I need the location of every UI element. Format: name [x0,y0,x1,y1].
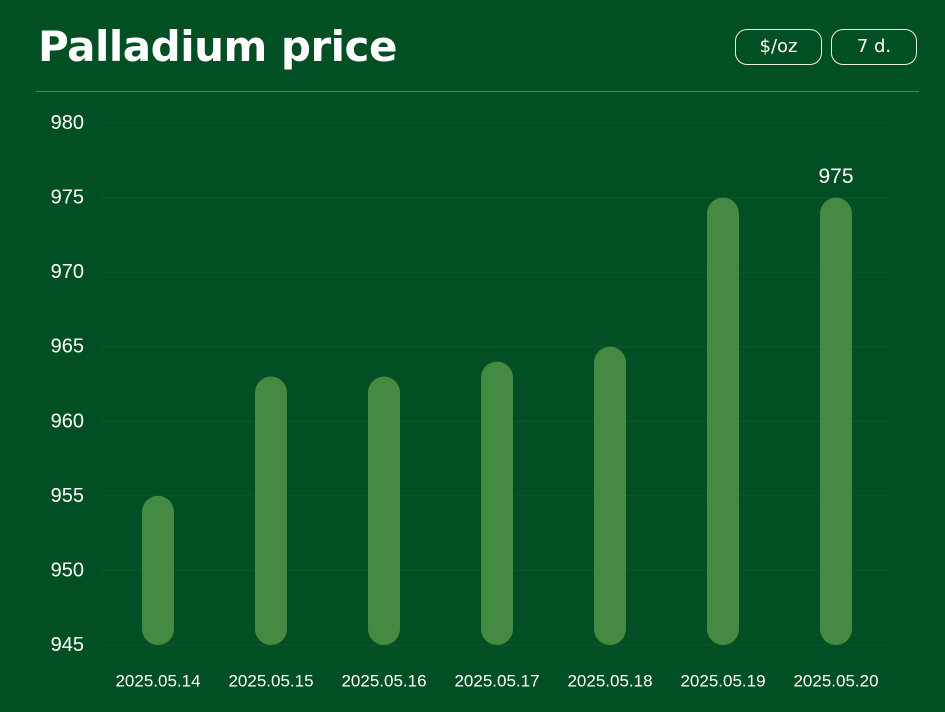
y-tick-label: 975 [51,187,84,209]
x-tick-label: 2025.05.17 [454,672,539,691]
y-tick-label: 960 [51,410,84,432]
x-tick-label: 2025.05.16 [341,672,426,691]
y-tick-label: 945 [51,634,84,656]
x-tick-label: 2025.05.20 [793,672,878,691]
data-label: 975 [818,165,853,188]
y-tick-label: 965 [51,336,84,358]
y-tick-label: 970 [51,261,84,283]
y-tick-label: 950 [51,559,84,581]
bar-2025.05.14 [142,495,174,645]
x-tick-label: 2025.05.19 [680,672,765,691]
range-select-button[interactable]: 7 d. [831,29,917,65]
bar-2025.05.20 [820,197,852,646]
bar-2025.05.16 [368,376,400,645]
y-tick-label: 980 [51,112,84,134]
bar-2025.05.15 [255,376,287,645]
header-divider [36,91,919,92]
x-tick-label: 2025.05.14 [115,672,200,691]
bar-2025.05.18 [594,346,626,645]
x-tick-label: 2025.05.18 [567,672,652,691]
x-tick-label: 2025.05.15 [228,672,313,691]
bar-2025.05.17 [481,361,513,645]
page-title: Palladium price [38,22,397,71]
y-tick-label: 955 [51,485,84,507]
unit-toggle-button[interactable]: $/oz [735,29,822,65]
bar-2025.05.19 [707,197,739,646]
